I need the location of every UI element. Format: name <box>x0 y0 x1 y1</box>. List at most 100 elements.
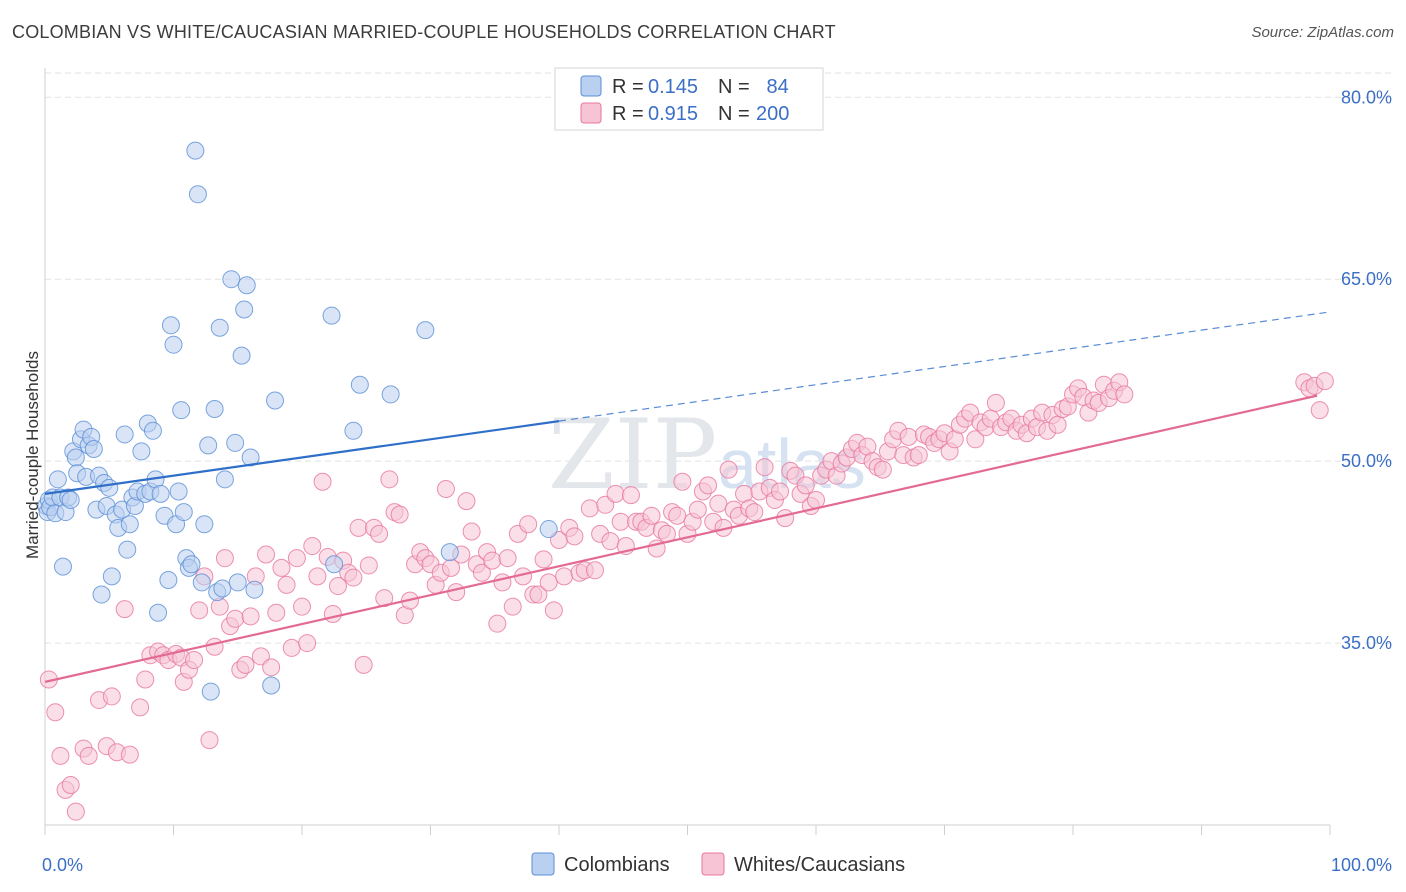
data-point <box>447 583 466 602</box>
data-point <box>899 427 918 446</box>
legend-r-label: R = <box>612 76 644 98</box>
data-point <box>555 567 574 586</box>
data-point <box>308 567 327 586</box>
y-axis-title: Married-couple Households <box>23 351 42 559</box>
data-point <box>699 476 718 495</box>
data-point <box>436 480 455 499</box>
data-point <box>668 506 687 525</box>
data-point <box>688 500 707 519</box>
data-point <box>349 518 368 537</box>
data-point <box>440 543 459 562</box>
chart-title: COLOMBIAN VS WHITE/CAUCASIAN MARRIED-COU… <box>12 22 836 42</box>
data-point <box>186 141 205 160</box>
data-point <box>213 579 232 598</box>
data-point <box>192 573 211 592</box>
data-point <box>61 775 80 794</box>
data-point <box>462 522 481 541</box>
data-point <box>539 520 558 539</box>
data-point <box>118 540 137 559</box>
data-point <box>226 433 245 452</box>
axes <box>44 68 1331 835</box>
data-point <box>66 802 85 821</box>
legend-whites-swatch <box>701 852 725 876</box>
trendline-pink <box>44 394 1318 683</box>
data-point <box>606 484 625 503</box>
data-point <box>262 676 281 695</box>
data-point <box>493 573 512 592</box>
data-point <box>873 460 892 479</box>
data-point <box>719 460 738 479</box>
data-point <box>262 658 281 677</box>
data-point <box>457 492 476 511</box>
data-point <box>498 549 517 568</box>
data-point <box>776 509 795 528</box>
data-point <box>241 607 260 626</box>
data-point <box>185 651 204 670</box>
data-point <box>226 609 245 628</box>
data-point <box>298 634 317 653</box>
data-point <box>390 505 409 524</box>
data-point <box>350 375 369 394</box>
legend-n-value: 200 <box>756 103 789 125</box>
data-point <box>370 524 389 543</box>
data-point <box>205 399 224 418</box>
data-point <box>266 391 285 410</box>
data-point <box>174 503 193 522</box>
data-point <box>237 276 256 295</box>
data-point <box>115 425 134 444</box>
data-point <box>580 499 599 518</box>
data-point <box>236 655 255 674</box>
data-point <box>303 537 322 556</box>
data-point <box>354 655 373 674</box>
x-tick-label: 100.0% <box>1331 855 1392 875</box>
data-point <box>375 589 394 608</box>
data-point <box>215 470 234 489</box>
series-colombians-points <box>37 141 558 701</box>
legend-bottom: Colombians Whites/Caucasians <box>531 852 905 876</box>
legend-colombians-label: Colombians <box>564 854 670 876</box>
trendlines <box>44 311 1331 683</box>
data-point <box>529 585 548 604</box>
data-point <box>534 550 553 569</box>
data-point <box>745 503 764 522</box>
data-point <box>287 549 306 568</box>
data-point <box>232 346 251 365</box>
data-point <box>222 270 241 289</box>
data-point <box>100 478 119 497</box>
data-point <box>282 638 301 657</box>
data-point <box>267 603 286 622</box>
data-point <box>503 597 522 616</box>
data-point <box>796 476 815 495</box>
data-point <box>149 603 168 622</box>
legend-top: R = 0.145 N = 84 R = 0.915 N = 200 <box>554 67 824 131</box>
data-point <box>621 486 640 505</box>
legend-blue-swatch <box>580 75 602 97</box>
data-point <box>143 421 162 440</box>
y-tick-label: 50.0% <box>1341 451 1392 471</box>
legend-colombians-swatch <box>531 852 555 876</box>
data-point <box>245 580 264 599</box>
data-point <box>169 482 188 501</box>
legend-n-value: 84 <box>761 76 789 98</box>
tick-labels: 35.0% 50.0% 65.0% 80.0% 0.0% 100.0% <box>42 87 1392 875</box>
data-point <box>909 446 928 465</box>
data-point <box>1115 385 1134 404</box>
data-point <box>986 393 1005 412</box>
data-point <box>483 551 502 570</box>
data-point <box>642 506 661 525</box>
data-point <box>544 601 563 620</box>
data-point <box>344 568 363 587</box>
data-point <box>172 401 191 420</box>
data-point <box>585 561 604 580</box>
data-point <box>131 698 150 717</box>
data-point <box>673 472 692 491</box>
data-point <box>92 585 111 604</box>
data-point <box>344 421 363 440</box>
data-point <box>46 703 65 722</box>
data-point <box>102 687 121 706</box>
data-point <box>115 600 134 619</box>
data-point <box>709 494 728 513</box>
data-point <box>84 440 103 458</box>
legend-n-label: N = <box>718 103 750 125</box>
